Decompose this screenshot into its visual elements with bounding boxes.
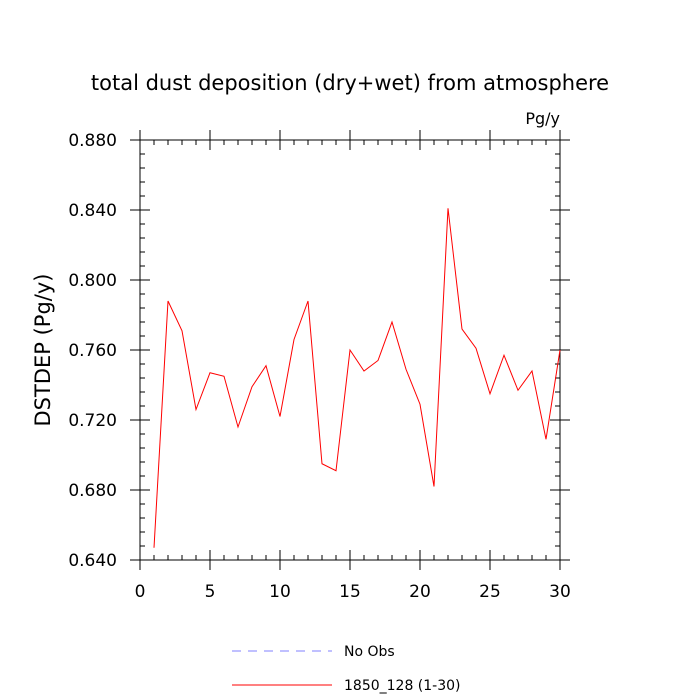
x-tick-label: 5 [205, 582, 216, 602]
y-tick-label: 0.840 [68, 201, 117, 221]
x-tick-label: 0 [135, 582, 146, 602]
x-tick-label: 10 [269, 582, 291, 602]
legend-label: No Obs [344, 644, 395, 660]
x-tick-label: 30 [549, 582, 571, 602]
y-axis-label: DSTDEP (Pg/y) [31, 274, 55, 427]
y-tick-label: 0.680 [68, 481, 117, 501]
legend-label: 1850_128 (1-30) [344, 678, 461, 694]
chart-title: total dust deposition (dry+wet) from atm… [91, 71, 609, 95]
legend: No Obs 1850_128 (1-30) [232, 644, 461, 694]
axes: 0 5 10 15 20 25 30 0.640 0.680 0.720 0.760 0.800 0.8… [68, 130, 571, 602]
y-tick-label: 0.720 [68, 411, 117, 431]
plot-area [153, 208, 561, 548]
x-tick-label: 25 [479, 582, 501, 602]
y-tick-label: 0.640 [68, 551, 117, 571]
x-tick-label: 15 [339, 582, 361, 602]
x-tick-label: 20 [409, 582, 431, 602]
units-label: Pg/y [525, 109, 560, 128]
y-tick-label: 0.800 [68, 271, 117, 291]
y-tick-label: 0.880 [68, 131, 117, 151]
series-line [153, 208, 561, 548]
y-tick-label: 0.760 [68, 341, 117, 361]
